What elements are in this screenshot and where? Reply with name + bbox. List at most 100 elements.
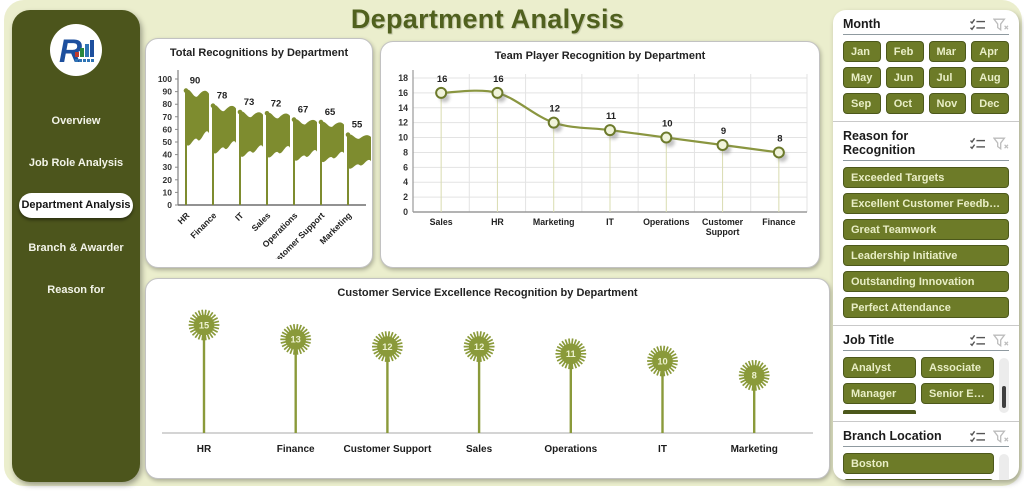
svg-text:100: 100	[158, 74, 172, 84]
slicer-header-icons	[969, 334, 1009, 347]
clear-filter-icon[interactable]	[993, 430, 1009, 443]
clear-filter-icon[interactable]	[993, 18, 1009, 31]
svg-text:50: 50	[163, 137, 173, 147]
svg-text:12: 12	[382, 342, 392, 352]
job-title-option-manager[interactable]: Manager	[843, 383, 916, 404]
sidebar-item-overview[interactable]: Overview	[51, 115, 101, 127]
slicer-scrollbar[interactable]	[999, 454, 1009, 480]
svg-text:0: 0	[403, 207, 408, 217]
svg-text:HR: HR	[176, 210, 192, 226]
sidebar-item-branch-awarder[interactable]: Branch & Awarder	[28, 241, 124, 254]
svg-text:90: 90	[163, 87, 173, 97]
slicer-options: Exceeded Targets Excellent Customer Feedb…	[843, 167, 1009, 318]
total-recognitions-chart[interactable]: 0 10 20 30 40 50 60 70 80 90 100 90 HR 78 Finance 73 IT 7…	[146, 59, 372, 259]
svg-text:60: 60	[163, 124, 173, 134]
svg-text:HR: HR	[491, 217, 504, 227]
svg-text:78: 78	[217, 91, 228, 102]
slicer-header-icons	[969, 430, 1009, 443]
slicer-options: Analyst Associate Manager Senior Ex...	[843, 357, 1009, 414]
slicer-branch: Branch LocationBostonChicagoLos Angeles	[833, 421, 1019, 480]
reason-option-outstanding-innovation[interactable]: Outstanding Innovation	[843, 271, 1009, 292]
svg-text:67: 67	[298, 105, 309, 116]
reason-option-leadership-initiative[interactable]: Leadership Initiative	[843, 245, 1009, 266]
chart-title-team-player: Team Player Recognition by Department	[494, 50, 706, 62]
job-title-option-analyst[interactable]: Analyst	[843, 357, 916, 378]
month-option-mar[interactable]: Mar	[928, 41, 967, 62]
svg-text:10: 10	[163, 187, 173, 197]
slicer-header: Month	[843, 15, 1009, 35]
svg-text:11: 11	[606, 111, 617, 122]
reason-option-excellent-customer-feedback[interactable]: Excellent Customer Feedback	[843, 193, 1009, 214]
slicer-scrollbar-thumb[interactable]	[1002, 386, 1006, 408]
slicer-header: Reason for Recognition	[843, 127, 1009, 161]
month-option-jun[interactable]: Jun	[885, 67, 924, 88]
svg-text:Sales: Sales	[466, 444, 493, 455]
sidebar-item-job-role-analysis[interactable]: Job Role Analysis	[28, 156, 124, 169]
svg-text:14: 14	[398, 103, 408, 113]
sidebar-item-department-analysis[interactable]: Department Analysis	[19, 193, 133, 218]
svg-text:90: 90	[190, 76, 201, 87]
svg-text:55: 55	[352, 120, 363, 131]
month-option-may[interactable]: May	[843, 67, 881, 88]
svg-text:8: 8	[777, 133, 782, 144]
svg-text:IT: IT	[658, 444, 667, 455]
month-option-feb[interactable]: Feb	[885, 41, 924, 62]
svg-text:40: 40	[163, 150, 173, 160]
customer-service-chart[interactable]: 15 HR 13 Finance 12 Customer Support 12 Sales 11…	[146, 299, 829, 467]
svg-text:12: 12	[398, 118, 408, 128]
multiselect-icon[interactable]	[969, 334, 986, 347]
svg-text:Finance: Finance	[188, 210, 218, 240]
sidebar-nav: Overview Job Role Analysis Department Anal…	[12, 110, 140, 301]
svg-text:16: 16	[398, 88, 408, 98]
slicer-options: Jan Feb Mar Apr May Jun Jul Aug Sep Oct Nov Dec	[843, 41, 1009, 114]
month-option-jan[interactable]: Jan	[843, 41, 881, 62]
chart-title-total-recognitions: Total Recognitions by Department	[169, 47, 349, 59]
reason-option-great-teamwork[interactable]: Great Teamwork	[843, 219, 1009, 240]
reason-option-perfect-attendance[interactable]: Perfect Attendance	[843, 297, 1009, 318]
svg-text:HR: HR	[197, 444, 212, 455]
svg-text:4: 4	[403, 177, 408, 187]
clear-filter-icon[interactable]	[993, 334, 1009, 347]
multiselect-icon[interactable]	[969, 430, 986, 443]
month-option-oct[interactable]: Oct	[885, 93, 924, 114]
month-option-apr[interactable]: Apr	[971, 41, 1009, 62]
multiselect-icon[interactable]	[969, 18, 986, 31]
slicer-reason: Reason for Recognition Exceeded Targets Ex…	[833, 121, 1019, 325]
slicer-scrollbar[interactable]	[999, 358, 1009, 413]
slicer-job-title: Job Title Analyst Associate Manager Senior E…	[833, 325, 1019, 421]
slicer-month: Month Jan Feb Mar Apr May Jun Jul Aug Sep Oct Nov De…	[833, 10, 1019, 121]
svg-text:8: 8	[403, 147, 408, 157]
slicer-header: Job Title	[843, 331, 1009, 351]
month-option-dec[interactable]: Dec	[971, 93, 1009, 114]
svg-text:12: 12	[549, 104, 560, 115]
month-option-nov[interactable]: Nov	[928, 93, 967, 114]
slicer-title-branch: Branch Location	[843, 429, 942, 443]
branch-option-chicago[interactable]: Chicago	[843, 479, 994, 480]
svg-text:IT: IT	[233, 210, 246, 223]
svg-text:13: 13	[291, 335, 301, 345]
svg-text:18: 18	[398, 73, 408, 83]
month-option-jul[interactable]: Jul	[928, 67, 967, 88]
team-player-chart[interactable]: 0 2 4 6 8 10 12 14 16 18 16 Sales 16 HR 12 Marketing 11 I…	[383, 62, 817, 258]
page-title: Department Analysis	[350, 4, 625, 34]
multiselect-icon[interactable]	[969, 137, 986, 150]
svg-text:0: 0	[167, 200, 172, 210]
svg-text:6: 6	[403, 162, 408, 172]
reason-option-exceeded-targets[interactable]: Exceeded Targets	[843, 167, 1009, 188]
svg-text:10: 10	[662, 119, 673, 130]
sidebar-item-reason-for[interactable]: Reason for	[47, 283, 105, 296]
branch-option-boston[interactable]: Boston	[843, 453, 994, 474]
slicer-header-icons	[969, 18, 1009, 31]
month-option-sep[interactable]: Sep	[843, 93, 881, 114]
svg-text:15: 15	[199, 320, 209, 330]
filter-panel: Month Jan Feb Mar Apr May Jun Jul Aug Sep Oct Nov De…	[833, 10, 1019, 480]
job-title-option-associate[interactable]: Associate	[921, 357, 994, 378]
svg-text:9: 9	[721, 126, 726, 137]
month-option-aug[interactable]: Aug	[971, 67, 1009, 88]
card-team-player: Team Player Recognition by Department 0 2…	[380, 41, 820, 268]
job-title-option-senior-ex[interactable]: Senior Ex...	[921, 383, 994, 404]
svg-text:IT: IT	[606, 217, 614, 227]
clear-filter-icon[interactable]	[993, 137, 1009, 150]
